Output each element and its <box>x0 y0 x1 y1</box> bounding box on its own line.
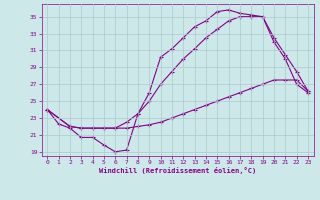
X-axis label: Windchill (Refroidissement éolien,°C): Windchill (Refroidissement éolien,°C) <box>99 167 256 174</box>
